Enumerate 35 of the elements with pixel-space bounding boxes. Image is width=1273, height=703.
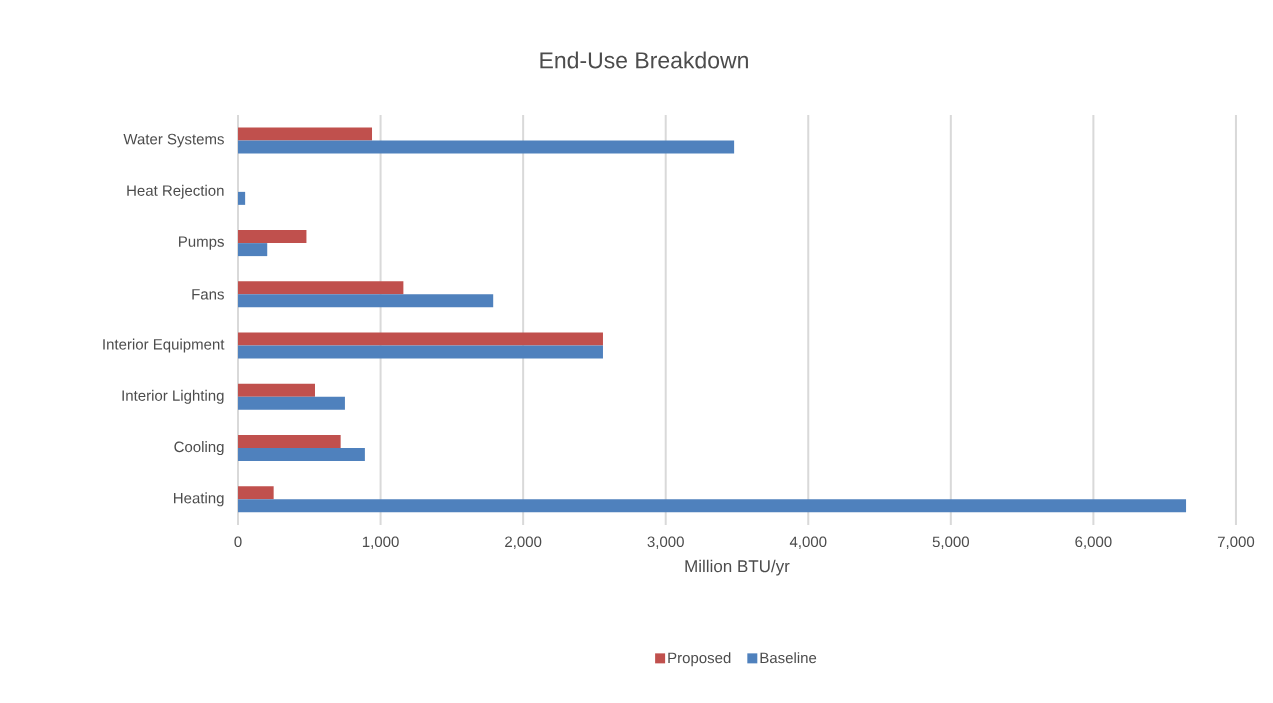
x-tick-label: 1,000 [362, 536, 399, 549]
bar [238, 294, 494, 308]
x-axis-title: Million BTU/yr [685, 559, 790, 576]
bar [238, 345, 603, 359]
bar [238, 191, 246, 205]
y-tick-label: Water Systems [123, 133, 224, 148]
y-tick-label: Cooling [174, 441, 224, 456]
x-tick-label: 2,000 [505, 536, 542, 549]
x-tick-label: 0 [234, 536, 242, 548]
x-tick-label: 7,000 [1217, 536, 1255, 549]
x-tick-label: 4,000 [789, 536, 827, 549]
y-tick-label: Pumps [179, 236, 224, 250]
bar [238, 243, 268, 257]
x-tick-label: 5,000 [932, 536, 969, 549]
bar [238, 486, 274, 500]
y-tick-label: Interior Lighting [122, 389, 224, 404]
chart-title: End-Use Breakdown [540, 51, 748, 69]
x-tick-label: 6,000 [1075, 536, 1112, 549]
bar [238, 499, 1187, 513]
y-tick-label: Fans [192, 289, 224, 300]
bar [238, 383, 315, 397]
bar [238, 435, 341, 449]
y-tick-label: Interior Equipment [103, 338, 225, 353]
bar [238, 332, 603, 346]
bar [238, 281, 404, 295]
y-tick-label: Heat Rejection [127, 184, 224, 199]
y-tick-label: Heating [174, 492, 224, 507]
bar [238, 448, 365, 462]
bar [238, 230, 307, 244]
x-tick-label: 3,000 [647, 536, 684, 549]
bar [238, 140, 735, 154]
bar [238, 396, 345, 410]
legend-label: Proposed [668, 652, 731, 667]
bar [238, 127, 373, 141]
legend-label: Baseline [760, 652, 817, 664]
